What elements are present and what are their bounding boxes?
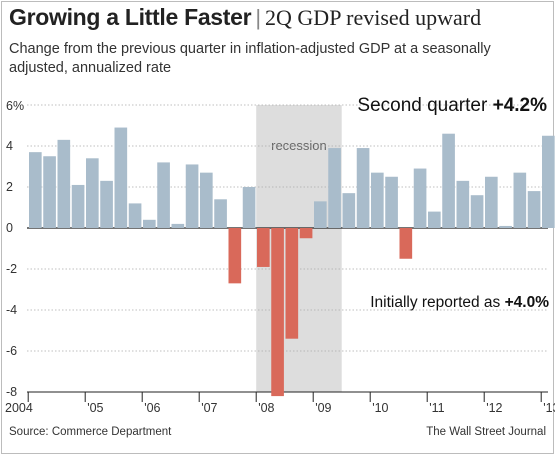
x-tick-label: 2004 (5, 401, 33, 415)
y-tick-label: -4 (6, 303, 17, 317)
bar (342, 193, 356, 228)
recession-label: recession (271, 138, 327, 153)
y-tick-label: 4 (6, 139, 13, 153)
bar (57, 139, 71, 228)
bar (428, 211, 441, 228)
source-note: Source: Commerce Department (9, 426, 172, 438)
bar (371, 172, 384, 228)
bar (356, 148, 370, 228)
x-tick-label: '09 (315, 401, 331, 415)
bar (228, 228, 242, 284)
x-tick-label: '12 (486, 401, 502, 415)
second-quarter-value: +4.2% (493, 95, 548, 116)
bar (128, 203, 142, 228)
bar (285, 228, 299, 339)
x-tick-label: '10 (372, 401, 388, 415)
bar (485, 176, 498, 228)
second-quarter-label: Second quarter (357, 95, 492, 116)
x-tick-label: '05 (87, 401, 103, 415)
bar (157, 162, 170, 228)
bar (542, 135, 555, 228)
recession-band (256, 105, 342, 392)
bar (456, 180, 470, 228)
bar (385, 176, 398, 228)
publisher-credit: The Wall Street Journal (426, 426, 546, 438)
bar (314, 201, 327, 228)
bar (143, 219, 156, 228)
bar (242, 187, 256, 228)
bar (470, 195, 484, 228)
x-tick-label: '11 (429, 401, 444, 415)
y-tick-label: 6% (6, 99, 24, 113)
chart-subtitle: Change from the previous quarter in infl… (9, 41, 491, 76)
y-tick-label: -6 (6, 344, 17, 358)
bar (71, 184, 85, 228)
y-tick-label: -2 (6, 262, 17, 276)
chart-header: Growing a Little Faster | 2Q GDP revised u… (9, 4, 481, 31)
x-tick-label: '13 (543, 401, 555, 415)
bar (499, 225, 512, 228)
bar (171, 223, 185, 228)
bar (185, 164, 199, 228)
initially-reported-label: Initially reported as (370, 294, 504, 311)
second-quarter-annotation: Second quarter +4.2% (357, 95, 547, 116)
bar (328, 148, 341, 228)
bar (399, 228, 413, 259)
x-tick-label: '07 (201, 401, 217, 415)
bar (413, 168, 427, 228)
y-tick-label: 0 (6, 221, 13, 235)
x-tick-label: '06 (144, 401, 160, 415)
bar (100, 180, 113, 228)
bar (257, 228, 270, 267)
bar (299, 228, 313, 239)
bar (214, 199, 227, 228)
bar (200, 172, 213, 228)
y-tick-label: 2 (6, 180, 13, 194)
initially-reported-value: +4.0% (505, 294, 550, 311)
y-tick-label: -8 (6, 385, 17, 399)
title-separator: | (255, 5, 262, 30)
bar (29, 152, 42, 228)
initially-reported-annotation: Initially reported as +4.0% (370, 294, 549, 311)
bar (43, 156, 56, 228)
bar (513, 172, 527, 228)
bar (271, 228, 284, 397)
bar (527, 191, 541, 228)
bar (86, 158, 99, 228)
x-tick-label: '08 (258, 401, 274, 415)
chart-title-secondary: 2Q GDP revised upward (265, 5, 482, 30)
bar (114, 127, 128, 228)
chart-title: Growing a Little Faster (9, 4, 252, 30)
bar (442, 133, 455, 228)
